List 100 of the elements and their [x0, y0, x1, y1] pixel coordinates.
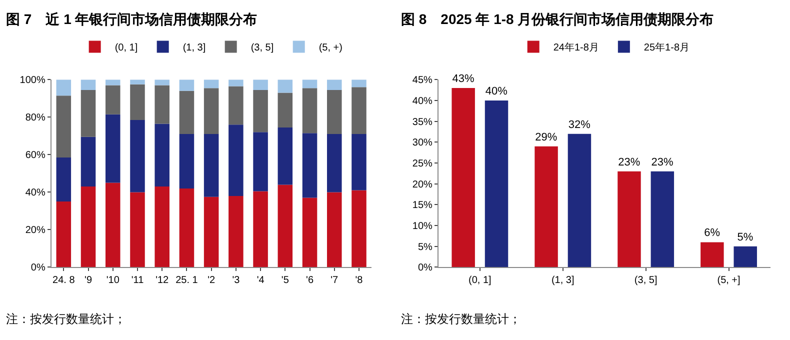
bar	[700, 242, 724, 268]
bar	[228, 86, 244, 125]
bar	[154, 124, 170, 187]
bar	[106, 80, 120, 86]
bar	[734, 246, 757, 268]
x-tick-label: '10	[106, 275, 120, 286]
bar	[56, 96, 72, 158]
bar	[352, 80, 366, 88]
x-tick-label: '12	[156, 275, 170, 286]
bar	[204, 196, 219, 268]
x-tick-label: 24. 8	[52, 275, 76, 286]
text: 注：按发行数量统计；	[401, 312, 521, 326]
bar	[534, 146, 558, 268]
x-tick-label: '9	[84, 275, 92, 286]
bar	[302, 198, 318, 268]
y-tick-label: 20%	[25, 225, 46, 236]
data-label: 5%	[737, 231, 754, 244]
bar	[154, 186, 170, 268]
x-tick-label: '7	[330, 275, 339, 286]
data-label: 32%	[568, 118, 591, 131]
x-tick-label: '3	[232, 275, 240, 286]
y-tick-label: 35%	[412, 116, 433, 128]
legend-label: 25年1-8月	[644, 42, 690, 54]
bar	[352, 134, 366, 190]
bar	[80, 186, 96, 268]
bar	[278, 184, 293, 268]
bar	[179, 134, 194, 188]
bar	[130, 80, 145, 84]
legend-label: (5, +)	[318, 42, 342, 54]
y-tick-label: 45%	[412, 75, 433, 86]
x-tick-label: '8	[355, 275, 364, 286]
y-tick-label: 15%	[412, 200, 433, 212]
x-tick-label: '11	[131, 275, 144, 286]
bar	[352, 190, 366, 268]
data-label: 6%	[704, 227, 720, 240]
bar	[327, 80, 342, 90]
bar	[80, 136, 96, 187]
bar	[204, 88, 219, 134]
bar	[106, 114, 120, 183]
x-tick-label: '5	[281, 275, 290, 286]
bar	[253, 80, 268, 90]
bar	[650, 171, 674, 268]
bar	[56, 80, 72, 96]
x-tick-label: (5, +]	[717, 275, 741, 286]
bar	[56, 202, 72, 268]
y-tick-label: 60%	[25, 150, 46, 162]
bar	[179, 80, 194, 91]
data-label: 29%	[535, 131, 558, 144]
bar	[352, 87, 366, 134]
y-tick-label: 40%	[412, 96, 433, 108]
data-label: 23%	[651, 156, 674, 168]
bar	[130, 120, 145, 192]
x-tick-label: '6	[306, 275, 314, 286]
bar	[56, 157, 72, 202]
legend-label: (3, 5]	[250, 42, 274, 54]
bar	[204, 134, 219, 197]
bar	[302, 80, 318, 88]
data-label: 40%	[485, 86, 508, 98]
bar	[452, 88, 475, 268]
x-tick-label: 25. 1	[176, 275, 198, 286]
bar	[278, 127, 293, 185]
bar	[302, 133, 318, 198]
bar	[106, 85, 120, 114]
legend-label: 24年1-8月	[553, 42, 599, 54]
legend-label: (1, 3]	[182, 42, 206, 54]
x-tick-label: '2	[208, 275, 216, 286]
bar	[204, 80, 219, 88]
bar	[179, 90, 194, 134]
legend-label: (0, 1]	[114, 42, 138, 54]
data-label: 23%	[618, 156, 640, 168]
y-tick-label: 10%	[412, 221, 433, 232]
bar	[106, 182, 120, 268]
bar	[253, 132, 268, 192]
bar	[618, 171, 641, 268]
bar	[253, 191, 268, 268]
bar	[80, 80, 96, 90]
bar	[327, 192, 342, 268]
y-tick-label: 40%	[25, 188, 46, 199]
text: 注：按发行数量统计；	[6, 312, 126, 326]
x-tick-label: '4	[256, 275, 265, 286]
bar	[253, 90, 268, 132]
y-tick-label: 25%	[412, 158, 433, 170]
chart-title: 图 7 近 1 年银行间市场信用债期限分布	[6, 11, 258, 27]
data-label: 43%	[452, 73, 474, 85]
y-tick-label: 0%	[30, 262, 46, 274]
bar	[154, 85, 170, 124]
bar	[130, 84, 145, 120]
bar	[302, 88, 318, 134]
y-tick-label: 80%	[25, 112, 46, 124]
bar	[179, 188, 194, 268]
bar	[568, 134, 592, 268]
y-tick-label: 5%	[418, 242, 433, 253]
y-tick-label: 100%	[20, 75, 46, 86]
bar	[327, 90, 342, 134]
x-tick-label: (0, 1]	[468, 275, 492, 286]
bar	[278, 80, 293, 93]
bar	[154, 80, 170, 86]
bar	[228, 124, 244, 196]
y-tick-label: 0%	[418, 262, 433, 274]
bar	[278, 92, 293, 128]
